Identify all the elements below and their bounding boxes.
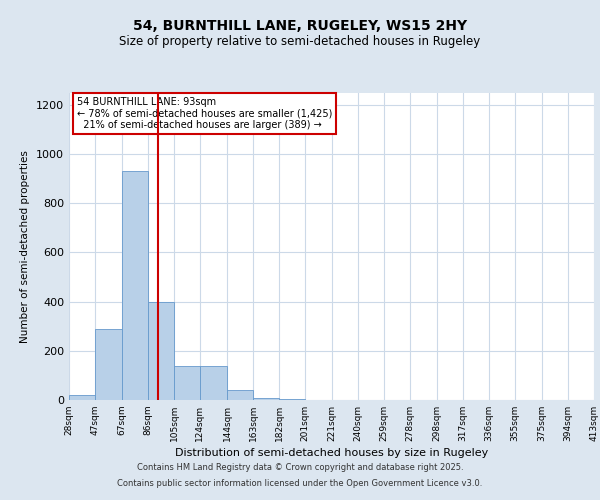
Y-axis label: Number of semi-detached properties: Number of semi-detached properties — [20, 150, 31, 342]
X-axis label: Distribution of semi-detached houses by size in Rugeley: Distribution of semi-detached houses by … — [175, 448, 488, 458]
Text: Contains public sector information licensed under the Open Government Licence v3: Contains public sector information licen… — [118, 478, 482, 488]
Bar — [148, 302, 174, 400]
Text: 54 BURNTHILL LANE: 93sqm
← 78% of semi-detached houses are smaller (1,425)
  21%: 54 BURNTHILL LANE: 93sqm ← 78% of semi-d… — [77, 97, 332, 130]
Text: Size of property relative to semi-detached houses in Rugeley: Size of property relative to semi-detach… — [119, 34, 481, 48]
Bar — [174, 366, 200, 400]
Bar — [253, 398, 279, 400]
Bar — [122, 171, 148, 400]
Bar — [227, 390, 253, 400]
Bar — [279, 399, 305, 400]
Text: Contains HM Land Registry data © Crown copyright and database right 2025.: Contains HM Land Registry data © Crown c… — [137, 464, 463, 472]
Bar — [95, 328, 122, 400]
Bar — [200, 366, 227, 400]
Text: 54, BURNTHILL LANE, RUGELEY, WS15 2HY: 54, BURNTHILL LANE, RUGELEY, WS15 2HY — [133, 18, 467, 32]
Bar — [69, 395, 95, 400]
